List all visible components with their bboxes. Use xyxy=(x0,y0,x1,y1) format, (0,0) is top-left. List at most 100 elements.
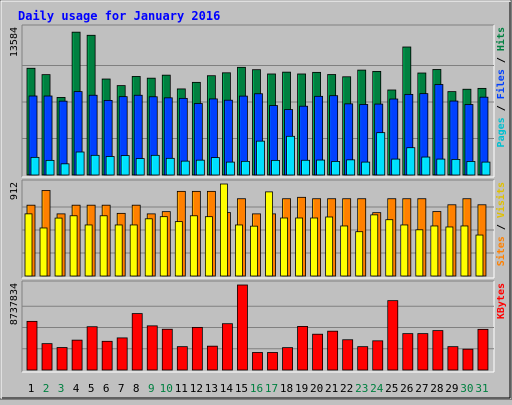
bar-kbytes-day-17 xyxy=(267,352,278,371)
legend-entry: Visits xyxy=(495,182,507,218)
bar-pages-day-6 xyxy=(105,156,115,176)
bar-kbytes-day-4 xyxy=(71,339,83,371)
day-label-11: 11 xyxy=(175,382,188,395)
bar-pages-day-16 xyxy=(256,140,265,176)
day-label-2: 2 xyxy=(43,382,50,395)
day-label-31: 31 xyxy=(475,382,488,395)
day-label-12: 12 xyxy=(190,382,203,395)
day-label-18: 18 xyxy=(280,382,293,395)
bar-kbytes-day-28 xyxy=(432,330,444,371)
legend-entry: Pages xyxy=(496,117,507,147)
bar-kbytes-day-23 xyxy=(357,346,369,371)
legend-entry: Sites xyxy=(495,236,507,266)
bar-pages-day-5 xyxy=(90,154,100,176)
panel-visits-sites: 912 Sites / Visits xyxy=(9,179,507,279)
bar-sites-day-14 xyxy=(220,183,228,277)
bar-kbytes-day-31 xyxy=(477,328,489,371)
day-label-24: 24 xyxy=(370,382,384,395)
bar-kbytes-day-22 xyxy=(342,339,354,371)
day-label-27: 27 xyxy=(415,382,428,395)
day-label-17: 17 xyxy=(265,382,278,395)
bar-kbytes-day-7 xyxy=(116,337,128,371)
day-label-22: 22 xyxy=(340,382,353,395)
bar-pages-day-1 xyxy=(30,156,40,176)
chart-title: Daily usage for January 2016 xyxy=(18,9,220,23)
bar-pages-day-21 xyxy=(331,161,341,176)
bar-pages-day-31 xyxy=(481,161,491,176)
bar-pages-day-24 xyxy=(376,132,386,176)
bar-pages-day-29 xyxy=(451,159,461,176)
bar-kbytes-day-9 xyxy=(146,325,158,371)
legend-text: Sites / Visits xyxy=(495,182,507,266)
legend-separator: / xyxy=(496,99,507,117)
bar-pages-day-30 xyxy=(466,161,476,176)
bar-kbytes-day-15 xyxy=(237,284,248,371)
legend-separator: / xyxy=(496,51,507,69)
bar-sites-day-17 xyxy=(265,191,273,277)
bar-kbytes-day-10 xyxy=(161,328,173,371)
bar-sites-day-6 xyxy=(99,215,108,277)
bar-sites-day-16 xyxy=(250,225,258,277)
bar-sites-day-28 xyxy=(430,225,439,277)
bar-sites-day-5 xyxy=(84,224,93,277)
day-label-29: 29 xyxy=(445,382,458,395)
bar-sites-day-13 xyxy=(204,216,213,277)
bar-sites-day-19 xyxy=(295,217,303,277)
bar-kbytes-day-26 xyxy=(402,333,414,371)
bar-pages-day-7 xyxy=(120,155,130,176)
bar-sites-day-11 xyxy=(174,221,183,277)
legend-entry: Hits xyxy=(495,27,507,51)
day-label-20: 20 xyxy=(310,382,323,395)
bar-pages-day-12 xyxy=(195,159,205,176)
bar-sites-day-21 xyxy=(325,216,334,277)
day-label-25: 25 xyxy=(385,382,398,395)
bar-kbytes-day-12 xyxy=(191,326,203,371)
bar-pages-day-4 xyxy=(75,151,85,176)
day-label-16: 16 xyxy=(250,382,263,395)
bar-kbytes-day-24 xyxy=(372,340,384,371)
day-label-9: 9 xyxy=(148,382,155,395)
bar-pages-day-10 xyxy=(165,157,175,176)
bar-pages-day-11 xyxy=(180,160,190,176)
bar-pages-day-8 xyxy=(135,158,145,176)
bar-sites-day-8 xyxy=(129,224,138,277)
bar-kbytes-day-20 xyxy=(312,333,324,371)
bar-kbytes-day-1 xyxy=(26,320,38,371)
bar-kbytes-day-16 xyxy=(252,352,263,371)
bar-kbytes-day-13 xyxy=(206,345,218,371)
bar-sites-day-3 xyxy=(54,217,63,277)
day-label-8: 8 xyxy=(133,382,140,395)
bar-sites-day-22 xyxy=(340,225,349,277)
bar-sites-day-24 xyxy=(370,214,379,277)
bar-pages-day-20 xyxy=(316,159,326,176)
bar-sites-day-7 xyxy=(114,224,123,277)
chart-panels: 13584 Pages / Files / Hits 912 Sites / Visi… xyxy=(9,24,507,373)
legend-entry: KBytes xyxy=(496,283,507,319)
bar-pages-day-26 xyxy=(406,147,416,176)
bar-pages-day-18 xyxy=(286,135,295,176)
panel-kbytes: 8737834 KBytes xyxy=(9,280,507,373)
day-label-10: 10 xyxy=(160,382,173,395)
bar-sites-day-31 xyxy=(475,234,484,277)
bar-sites-day-25 xyxy=(385,219,394,277)
day-label-3: 3 xyxy=(58,382,65,395)
bar-sites-day-30 xyxy=(460,225,469,277)
bar-pages-day-9 xyxy=(150,154,160,176)
panel-max-label: 8737834 xyxy=(9,283,20,325)
bar-sites-day-1 xyxy=(24,213,33,277)
bar-pages-day-15 xyxy=(241,160,250,176)
bar-kbytes-day-6 xyxy=(101,340,113,371)
bar-kbytes-day-3 xyxy=(56,347,68,371)
bar-pages-day-14 xyxy=(226,161,235,176)
legend-text: Pages / Files / Hits xyxy=(495,27,507,147)
panel-max-label: 912 xyxy=(9,182,20,200)
bar-kbytes-day-25 xyxy=(387,300,399,371)
bar-kbytes-day-19 xyxy=(297,326,308,371)
day-label-5: 5 xyxy=(88,382,95,395)
bar-kbytes-day-27 xyxy=(417,333,429,371)
bar-kbytes-day-5 xyxy=(86,326,98,371)
legend-separator: / xyxy=(496,218,507,236)
day-label-14: 14 xyxy=(220,382,234,395)
